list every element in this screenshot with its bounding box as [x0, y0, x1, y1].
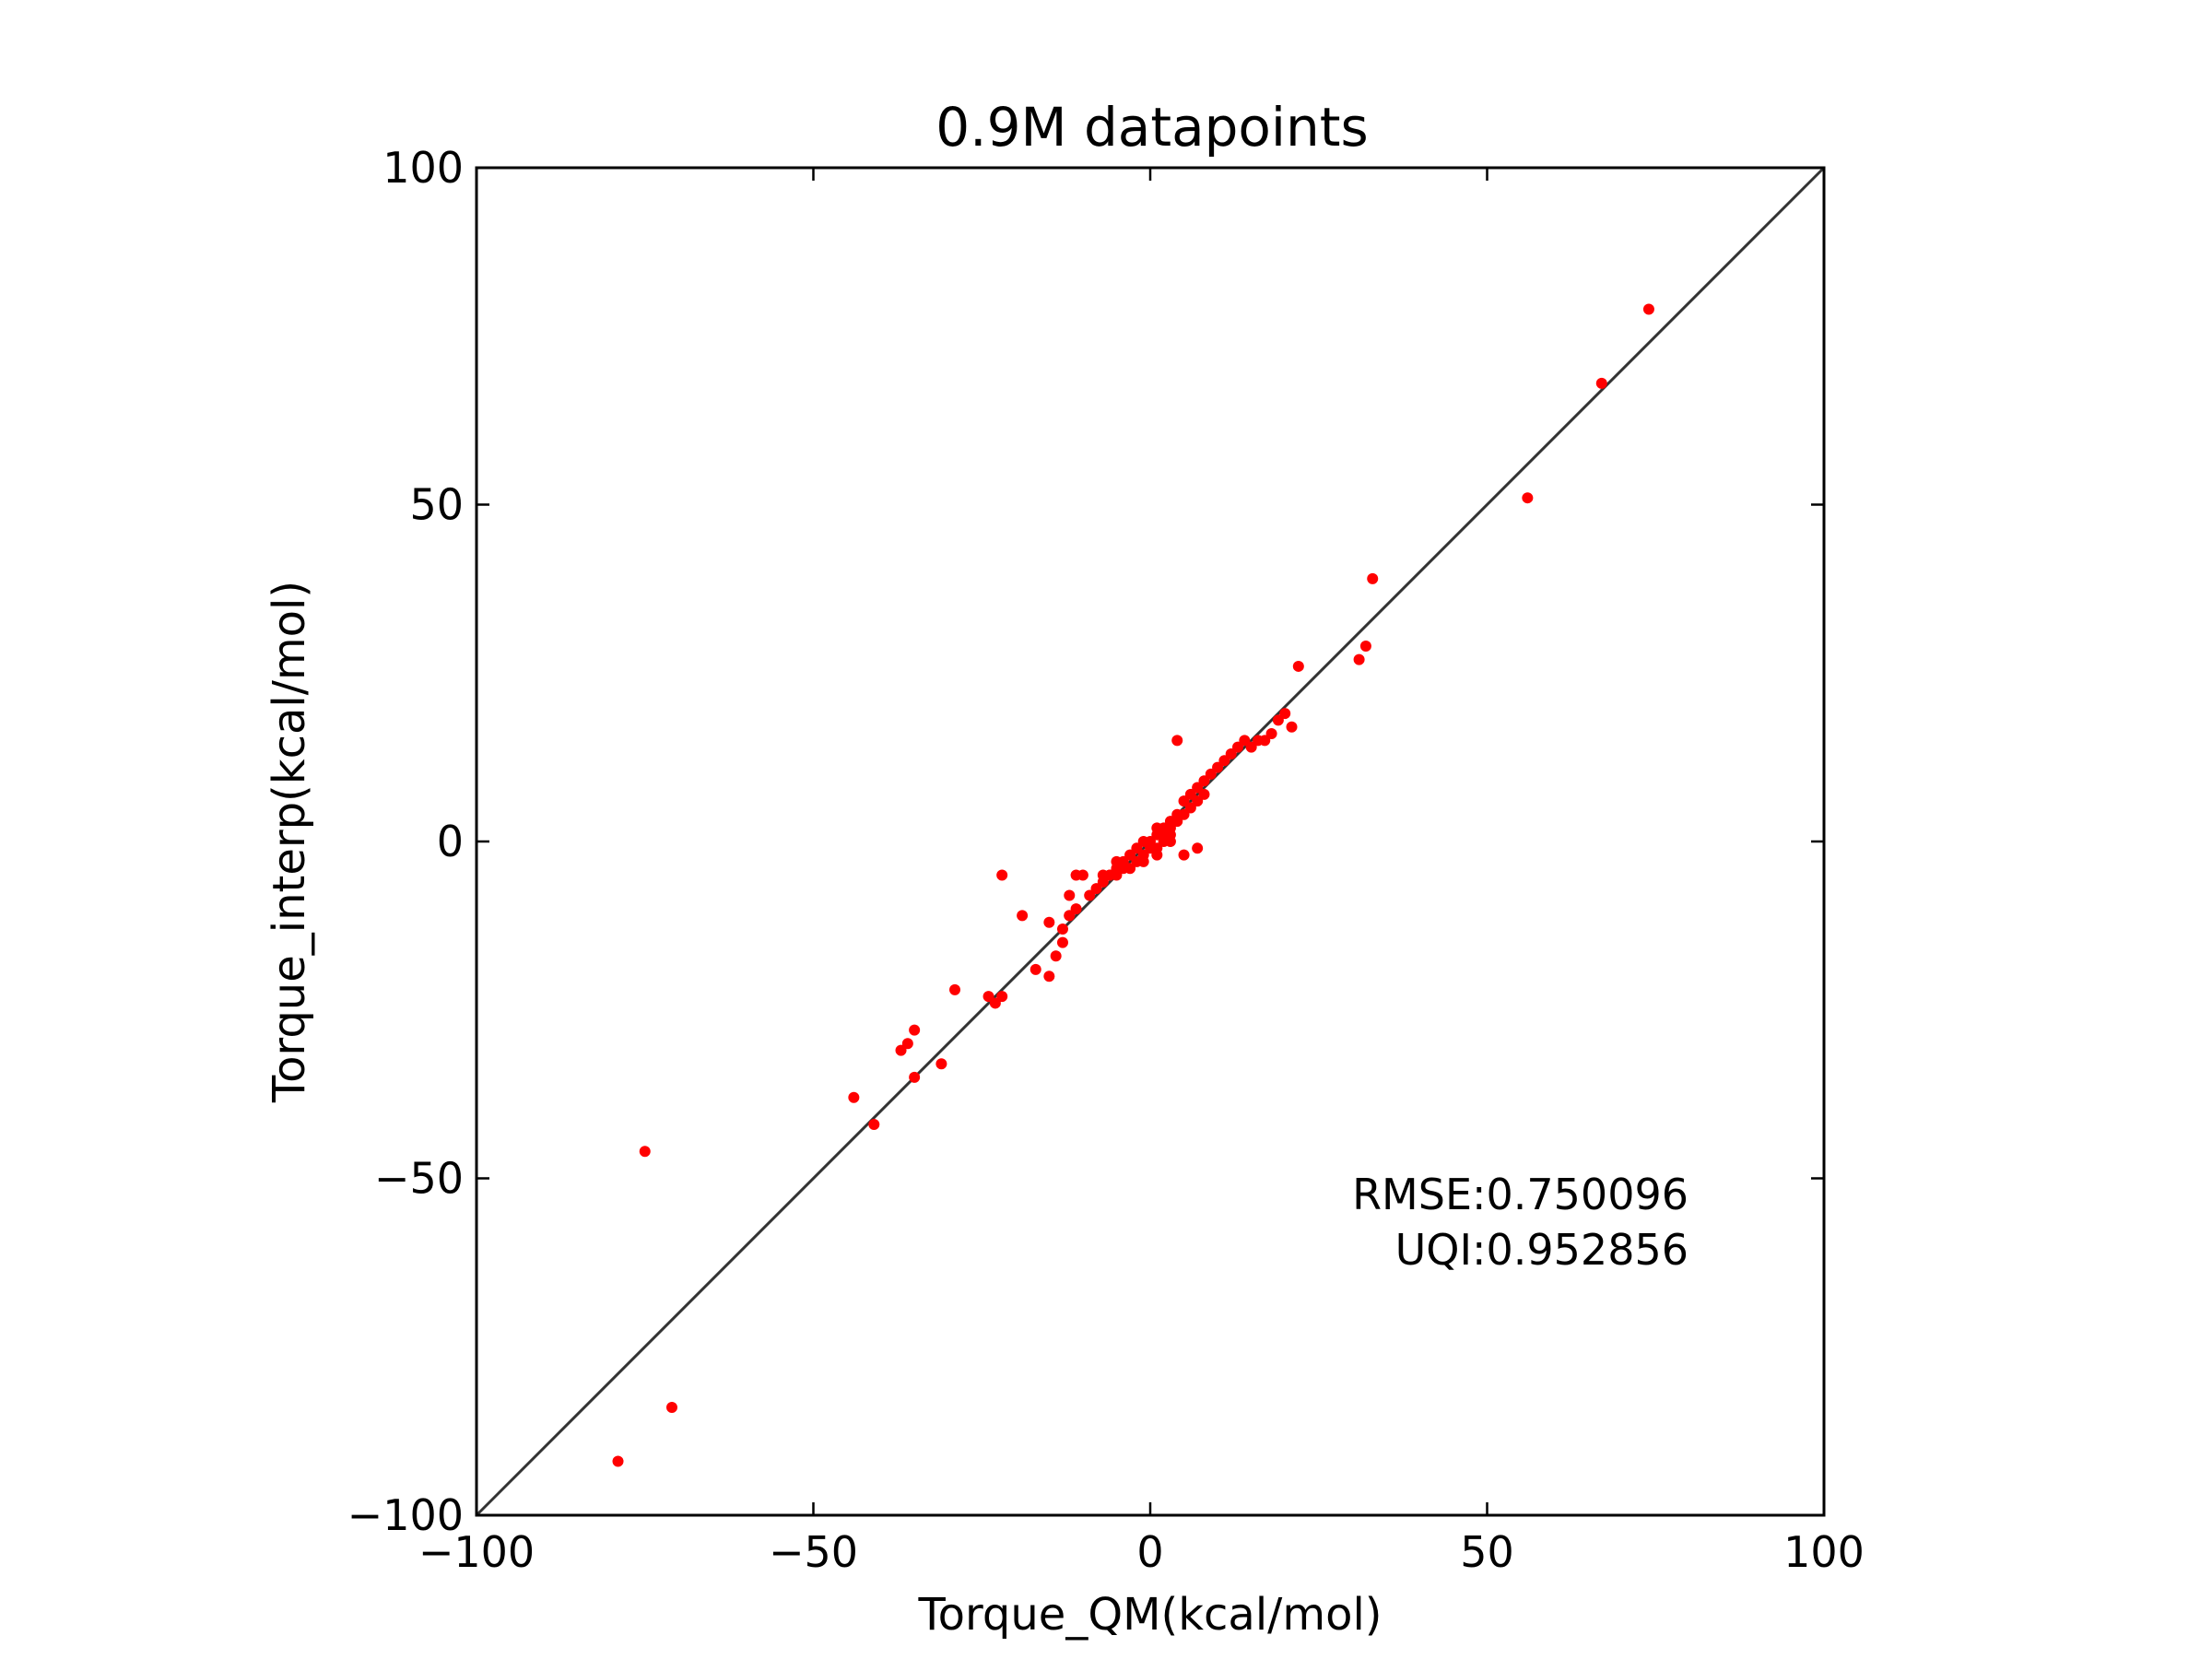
y-tick-label: 0: [437, 817, 464, 866]
data-point: [935, 1058, 947, 1070]
data-point: [1239, 735, 1251, 747]
y-tick-label: 100: [382, 143, 464, 193]
y-tick-label: 50: [409, 480, 464, 530]
data-point: [1259, 735, 1271, 747]
annotation-layer: RMSE:0.750096 UQI:0.952856: [1352, 1170, 1688, 1275]
data-point: [1090, 883, 1102, 895]
data-point: [1642, 303, 1654, 315]
data-point: [1192, 782, 1204, 794]
data-point: [1017, 910, 1029, 922]
data-point: [996, 869, 1008, 881]
data-point: [1158, 829, 1170, 841]
data-point: [1353, 653, 1365, 665]
data-point: [1178, 795, 1190, 807]
data-point: [1232, 741, 1244, 753]
y-tick-label: −50: [374, 1154, 464, 1204]
data-point: [1151, 822, 1163, 834]
data-point: [1178, 849, 1190, 861]
data-point: [1279, 708, 1291, 720]
uqi-annotation: UQI:0.952856: [1395, 1225, 1688, 1275]
data-point: [1171, 808, 1183, 820]
x-tick-label: 100: [1783, 1527, 1865, 1577]
x-tick-label: −100: [418, 1527, 535, 1577]
data-point: [665, 1402, 677, 1414]
data-point: [1171, 735, 1183, 747]
data-point: [996, 991, 1008, 1003]
data-point: [1225, 747, 1237, 759]
data-point: [1097, 869, 1109, 881]
data-point: [1192, 795, 1204, 807]
data-point: [1184, 788, 1196, 800]
data-point: [895, 1044, 907, 1056]
x-axis-label: Torque_QM(kcal/mol): [917, 1589, 1382, 1641]
data-point: [612, 1455, 624, 1467]
data-point: [1292, 660, 1304, 672]
rmse-annotation: RMSE:0.750096: [1352, 1170, 1688, 1219]
data-point: [1030, 963, 1041, 975]
y-axis-label: Torque_interp(kcal/mol): [264, 581, 315, 1103]
data-point: [1056, 924, 1068, 935]
data-point: [1117, 863, 1129, 875]
data-point: [1064, 889, 1076, 901]
data-point: [868, 1119, 880, 1131]
data-point: [1043, 916, 1055, 928]
data-point: [1064, 910, 1076, 922]
data-point: [1359, 641, 1371, 653]
data-point: [989, 997, 1001, 1009]
chart-title: 0.9M datapoints: [935, 96, 1369, 159]
x-tick-label: 50: [1460, 1527, 1514, 1577]
data-point: [1212, 761, 1224, 773]
data-point: [1192, 842, 1204, 854]
data-point: [848, 1091, 860, 1103]
data-point: [982, 991, 994, 1003]
data-point: [1367, 572, 1379, 584]
data-point: [1522, 492, 1534, 504]
data-point: [1151, 842, 1163, 854]
data-point: [949, 983, 961, 995]
data-point: [1265, 728, 1277, 740]
data-point: [639, 1146, 651, 1158]
data-point: [1184, 802, 1196, 814]
data-point: [1245, 741, 1257, 753]
data-point: [1205, 768, 1217, 780]
data-point: [1084, 889, 1096, 901]
data-point: [1124, 849, 1136, 861]
x-tick-label: −50: [769, 1527, 858, 1577]
x-tick-label: 0: [1136, 1527, 1163, 1577]
data-point: [1043, 971, 1055, 982]
data-point: [1198, 788, 1210, 800]
data-point: [1056, 936, 1068, 948]
data-point: [1111, 855, 1123, 867]
data-points-layer: [612, 303, 1654, 1467]
data-point: [1137, 855, 1149, 867]
data-point: [909, 1024, 921, 1036]
data-point: [1077, 869, 1088, 881]
data-point: [1218, 755, 1230, 767]
data-point: [1164, 836, 1176, 847]
data-point: [1198, 775, 1210, 787]
axis-ticks-layer: −100 −50 0 50 100 −100 −50 0 50 100: [347, 143, 1865, 1577]
data-point: [1286, 721, 1298, 733]
data-point: [1595, 377, 1607, 389]
data-point: [901, 1038, 913, 1050]
data-point: [1272, 714, 1284, 726]
data-point: [1164, 816, 1176, 828]
data-point: [909, 1071, 921, 1083]
data-point: [1070, 903, 1082, 915]
y-tick-label: −100: [347, 1490, 464, 1540]
data-point: [1050, 950, 1062, 962]
data-point: [1131, 842, 1143, 854]
